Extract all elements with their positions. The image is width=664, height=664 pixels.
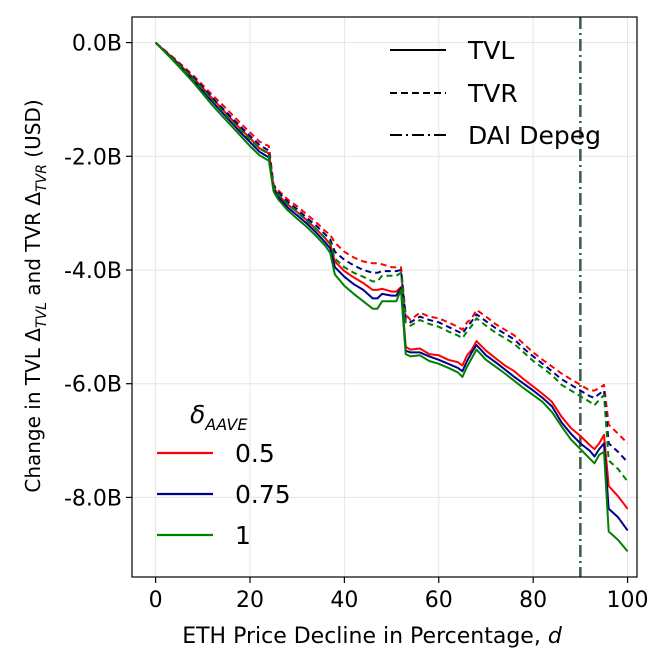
x-tick-label: 100 [607,588,649,613]
plot-frame [131,16,638,578]
legend-delta-0.75-label: 0.75 [235,480,291,509]
legend-delta-0.5-label: 0.5 [235,439,275,468]
legend-delta-title: δAAVE [190,400,248,434]
color-legend: δAAVE 0.5 0.75 1 [157,400,291,550]
tick-layer: 0 20 40 60 80 100 0.0B -2.0B -4.0B -6.0B -8.0B [64,32,649,613]
series-tvr-delta-0.75 [154,41,629,463]
y-tick-label: -4.0B [64,259,122,284]
series-tvr-delta-0.5 [154,41,629,445]
style-legend: TVL TVR DAI Depeg [390,36,601,150]
y-tick-label: -8.0B [64,486,122,511]
x-tick-label: 80 [519,588,547,613]
y-tick-label: -2.0B [64,145,122,170]
grid-layer [132,17,637,577]
series-tvl-delta-1 [154,41,629,553]
y-tick-label: 0.0B [72,32,122,57]
legend-delta-1-label: 1 [235,521,251,550]
x-axis-label: ETH Price Decline in Percentage, d [182,624,563,649]
x-tick-label: 20 [236,588,264,613]
y-axis-label: Change in TVL ΔTVL and TVR ΔTVR (USD) [21,99,50,492]
legend-tvl-label: TVL [467,36,514,65]
legend-tvr-label: TVR [467,79,518,108]
x-tick-label: 0 [149,588,163,613]
series-layer [154,41,629,553]
x-tick-label: 60 [425,588,453,613]
series-tvl-delta-0.75 [154,41,629,531]
legend-depeg-label: DAI Depeg [468,121,601,150]
y-tick-label: -6.0B [64,373,122,398]
series-tvr-delta-1 [154,41,629,483]
x-tick-label: 40 [330,588,358,613]
